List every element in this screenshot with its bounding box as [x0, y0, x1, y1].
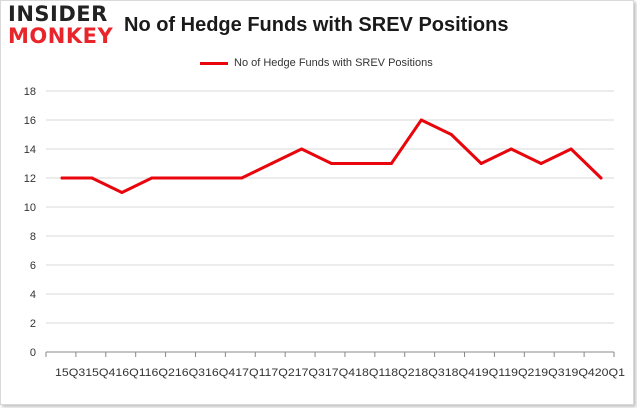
y-tick-label-0: 0: [30, 347, 36, 359]
data-point-16Q2: [150, 176, 154, 180]
x-tick-labels: 15Q315Q416Q116Q216Q316Q417Q117Q217Q317Q4…: [55, 367, 625, 379]
y-tick-label-10: 10: [24, 202, 36, 214]
data-point-16Q3: [180, 176, 184, 180]
legend-label: No of Hedge Funds with SREV Positions: [234, 57, 433, 69]
data-point-15Q3: [60, 176, 64, 180]
data-point-17Q4: [330, 162, 333, 165]
data-point-19Q1: [479, 162, 483, 165]
data-point-16Q1: [120, 191, 124, 194]
insider-monkey-logo: INSIDER MONKEY: [8, 4, 118, 47]
gridlines: [46, 90, 614, 324]
data-point-17Q3: [300, 147, 304, 151]
y-tick-label-4: 4: [30, 289, 36, 301]
data-point-19Q4: [569, 147, 573, 151]
logo-line-1: INSIDER: [8, 2, 108, 26]
data-point-18Q2: [389, 162, 393, 165]
data-point-17Q2: [270, 162, 274, 165]
series-line-0: [60, 118, 603, 194]
y-tick-label-8: 8: [30, 231, 36, 243]
data-point-19Q3: [539, 162, 543, 165]
y-axis-ticks: 0 2 4 6 8 10 12 14 16 18: [24, 86, 36, 359]
chart-title: No of Hedge Funds with SREV Positions: [124, 14, 509, 36]
data-point-18Q4: [449, 133, 453, 136]
data-point-20Q1: [599, 176, 603, 180]
data-point-19Q2: [509, 147, 513, 151]
y-tick-label-2: 2: [30, 318, 36, 330]
data-point-16Q4: [210, 176, 214, 180]
data-point-17Q1: [240, 176, 244, 180]
y-tick-label-16: 16: [24, 115, 36, 127]
y-tick-label-6: 6: [30, 260, 36, 272]
y-tick-label-18: 18: [24, 86, 36, 98]
series-line: [60, 118, 603, 194]
logo-line-2: MONKEY: [8, 24, 114, 48]
data-point-18Q1: [359, 162, 363, 165]
chart-legend: No of Hedge Funds with SREV Positions: [200, 57, 433, 69]
x-axis: 15Q315Q416Q116Q216Q316Q417Q117Q217Q317Q4…: [45, 351, 625, 379]
data-point-15Q4: [90, 176, 94, 180]
data-point-18Q3: [419, 118, 423, 122]
y-tick-label-12: 12: [24, 173, 36, 185]
legend-line-swatch: [200, 61, 228, 65]
y-tick-label-14: 14: [24, 144, 36, 156]
